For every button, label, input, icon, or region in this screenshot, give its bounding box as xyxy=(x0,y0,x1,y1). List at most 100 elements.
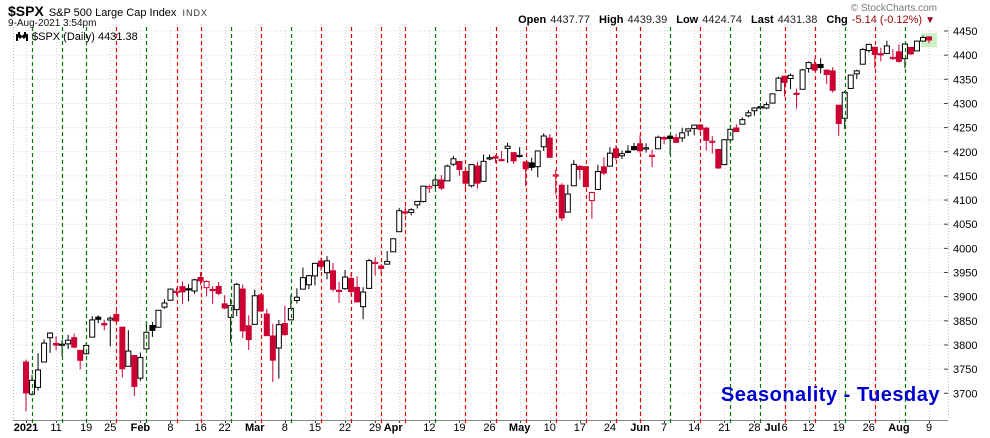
chg-value: -5.14 (-0.12%) xyxy=(851,14,923,26)
candle-body xyxy=(348,277,355,293)
candle-body xyxy=(649,154,656,157)
candle-body xyxy=(131,355,138,387)
candle-body xyxy=(618,153,625,157)
y-axis-label: 4450 xyxy=(953,26,977,38)
candle-body xyxy=(221,303,228,309)
x-axis-label: 21 xyxy=(718,422,730,434)
candle-body xyxy=(107,317,114,321)
y-axis-label: 4300 xyxy=(953,98,977,110)
candle-body xyxy=(582,166,589,188)
candle-body xyxy=(667,135,674,140)
x-axis-label: Feb xyxy=(131,422,151,434)
candle-body xyxy=(552,174,559,177)
y-axis-label: 3800 xyxy=(953,340,977,352)
candle-body xyxy=(167,288,174,301)
candle-body xyxy=(510,152,517,162)
x-axis-label: May xyxy=(509,422,531,434)
seasonality-annotation: Seasonality - Tuesday xyxy=(720,384,940,406)
candle-body xyxy=(600,166,607,174)
candle-body xyxy=(35,369,42,388)
y-axis-label: 4400 xyxy=(953,50,977,62)
last-label: Last xyxy=(751,14,774,26)
y-axis-label: 4000 xyxy=(953,243,977,255)
x-axis-label: 12 xyxy=(802,422,814,434)
candle-body xyxy=(251,295,258,325)
candle-body xyxy=(47,332,54,339)
candle-body xyxy=(504,145,511,149)
x-axis-label: 14 xyxy=(688,422,700,434)
candle-body xyxy=(871,46,878,55)
candle-body xyxy=(149,324,156,331)
candle-body xyxy=(835,104,842,124)
candle-body xyxy=(895,51,902,62)
candle-body xyxy=(299,277,306,290)
x-axis-label: 26 xyxy=(483,422,495,434)
candle-body xyxy=(143,331,150,350)
candle-body xyxy=(498,159,505,162)
candle-body xyxy=(185,288,192,291)
x-axis-label: 22 xyxy=(339,422,351,434)
candle-body xyxy=(95,316,102,320)
y-axis-label: 3850 xyxy=(953,316,977,328)
candle-body xyxy=(287,308,294,321)
candle-body xyxy=(528,162,535,168)
candle-body xyxy=(89,319,96,338)
quote-bar: Open 4437.77 High 4439.39 Low 4424.74 Last 4431… xyxy=(518,14,935,26)
candle-body xyxy=(829,70,836,91)
x-axis-label: Apr xyxy=(384,422,404,434)
candle-body xyxy=(793,92,800,95)
candle-body xyxy=(703,127,710,141)
y-axis-label: 3750 xyxy=(953,364,977,376)
candle-body xyxy=(570,163,577,187)
x-axis-label: 8 xyxy=(282,422,288,434)
candle-body xyxy=(522,161,529,170)
candle-body xyxy=(444,165,451,182)
candle-body xyxy=(438,179,445,189)
candle-body xyxy=(847,74,854,89)
candle-body xyxy=(769,93,776,104)
candle-body xyxy=(293,296,300,302)
candle-body xyxy=(679,132,686,139)
candle-body xyxy=(907,46,914,55)
x-axis-label: Aug xyxy=(888,422,909,434)
candle-body xyxy=(631,146,638,151)
candle-body xyxy=(486,157,493,160)
candle-body xyxy=(865,43,872,51)
candle-body xyxy=(685,128,692,132)
chart-header: $SPX S&P 500 Large Cap Index INDX xyxy=(8,3,208,21)
symbol: $SPX xyxy=(8,3,44,19)
candle-body xyxy=(913,40,920,52)
y-axis-label: 4250 xyxy=(953,123,977,135)
x-axis-label: 22 xyxy=(219,422,231,434)
candle-body xyxy=(203,281,210,289)
candle-body xyxy=(859,48,866,65)
candle-body xyxy=(414,200,421,206)
candle-body xyxy=(643,147,650,150)
high-label: High xyxy=(599,14,624,26)
x-axis-label: 12 xyxy=(423,422,435,434)
copyright: © StockCharts.com xyxy=(850,3,937,14)
low-value: 4424.74 xyxy=(702,14,742,26)
candle-body xyxy=(281,323,288,336)
candle-body xyxy=(546,137,553,158)
y-axis-label: 4100 xyxy=(953,195,977,207)
candle-body xyxy=(215,285,222,294)
candle-body xyxy=(396,210,403,233)
x-axis-label: 17 xyxy=(574,422,586,434)
candle-body xyxy=(751,107,758,112)
candle-body xyxy=(926,36,932,41)
candle-body xyxy=(805,62,812,69)
candle-body xyxy=(191,279,198,292)
candle-body xyxy=(65,339,72,345)
candle-body xyxy=(877,53,884,56)
candle-body xyxy=(817,64,824,69)
x-axis-label: Mar xyxy=(245,422,265,434)
x-axis-label: 24 xyxy=(604,422,616,434)
candle-body xyxy=(456,161,463,170)
x-axis-label: 28 xyxy=(748,422,760,434)
candle-body xyxy=(564,193,571,213)
candle-body xyxy=(733,127,740,133)
candle-body xyxy=(576,165,583,170)
candle-body xyxy=(673,137,680,143)
